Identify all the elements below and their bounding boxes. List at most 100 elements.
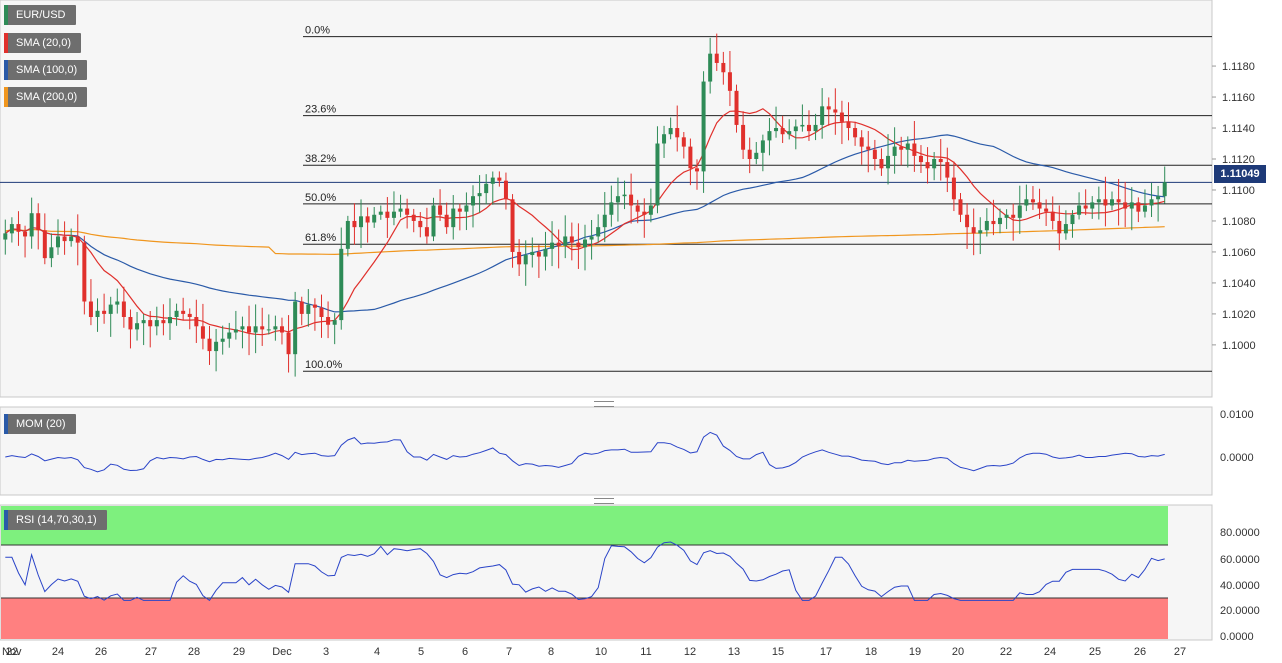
candle-body — [1123, 202, 1128, 209]
candle-body — [866, 146, 871, 150]
x-tick-label: 24 — [1044, 646, 1056, 658]
candle-body — [760, 140, 765, 153]
y-tick-label: 1.1080 — [1222, 216, 1256, 228]
candle-body — [108, 304, 113, 314]
legend-sma-100-label: SMA (100,0) — [16, 64, 78, 76]
candle-body — [503, 180, 508, 200]
x-tick-label: 18 — [865, 646, 877, 658]
candle-body — [662, 134, 667, 144]
candle-body — [1149, 199, 1154, 206]
rsi-tick: 0.0000 — [1220, 631, 1254, 643]
x-tick-label: 7 — [506, 646, 512, 658]
candle-body — [194, 317, 199, 327]
x-tick-label: 4 — [374, 646, 380, 658]
candle-body — [227, 332, 232, 339]
candle-body — [859, 137, 864, 147]
y-tick-label: 1.1020 — [1222, 309, 1256, 321]
candle-body — [951, 177, 956, 200]
fib-label: 38.2% — [305, 153, 336, 165]
candle-body — [1004, 214, 1009, 218]
candle-body — [9, 224, 14, 234]
momentum-pane[interactable] — [0, 406, 1213, 496]
candle-body — [174, 310, 179, 317]
candle-body — [121, 301, 126, 317]
candle-body — [576, 242, 581, 248]
candle-body — [701, 81, 706, 172]
y-tick-label: 1.1060 — [1222, 247, 1256, 259]
fib-label: 61.8% — [305, 232, 336, 244]
candle-body — [451, 208, 456, 228]
candle-body — [214, 341, 219, 352]
candle-body — [88, 301, 93, 317]
candle-body — [359, 216, 364, 228]
candle-body — [727, 72, 732, 91]
legend-sma-200[interactable]: SMA (200,0) — [4, 87, 88, 107]
legend-momentum[interactable]: MOM (20) — [4, 414, 76, 434]
x-tick-label: 8 — [548, 646, 554, 658]
candle-body — [378, 211, 383, 215]
candle-body — [352, 220, 357, 228]
candle-body — [1116, 199, 1121, 203]
candle-body — [734, 90, 739, 125]
candle-body — [279, 326, 284, 333]
candle-body — [681, 137, 686, 147]
x-tick-label: 12 — [684, 646, 696, 658]
mom-tick: 0.0100 — [1220, 409, 1254, 421]
candle-body — [918, 155, 923, 163]
candle-body — [477, 193, 482, 197]
rsi-tick: 60.0000 — [1220, 554, 1260, 566]
candle-body — [675, 128, 680, 138]
candle-body — [741, 124, 746, 150]
candle-body — [1044, 208, 1049, 212]
x-tick-label: 27 — [145, 646, 157, 658]
x-tick-label: 22 — [1000, 646, 1012, 658]
legend-symbol[interactable]: EUR/USD — [4, 5, 76, 25]
legend-rsi[interactable]: RSI (14,70,30,1) — [4, 510, 107, 530]
candle-body — [200, 326, 205, 339]
candle-body — [273, 326, 278, 330]
candle-body — [833, 109, 838, 113]
candle-body — [464, 205, 469, 212]
x-tick-label: 6 — [462, 646, 468, 658]
candle-body — [1096, 199, 1101, 203]
pane-resize-handle[interactable] — [594, 401, 614, 407]
legend-sma-20[interactable]: SMA (20,0) — [4, 33, 82, 53]
candle-body — [615, 196, 620, 203]
candle-body — [490, 177, 495, 184]
candle-body — [708, 53, 713, 82]
candle-body — [1057, 220, 1062, 234]
candle-body — [642, 211, 647, 215]
candle-body — [958, 199, 963, 215]
pane-resize-handle[interactable] — [594, 498, 614, 504]
candle-body — [536, 251, 541, 257]
x-tick-label: 10 — [595, 646, 607, 658]
candle-body — [69, 236, 74, 242]
y-tick-label: 1.1180 — [1222, 61, 1255, 73]
candle-body — [266, 329, 271, 331]
price-pane[interactable] — [0, 0, 1213, 398]
candle-body — [530, 251, 535, 256]
candle-body — [299, 301, 304, 314]
candle-body — [161, 320, 166, 324]
legend-sma-100[interactable]: SMA (100,0) — [4, 60, 88, 80]
candle-body — [925, 162, 930, 169]
candle-body — [879, 159, 884, 169]
candle-body — [1156, 196, 1161, 200]
candle-body — [774, 128, 779, 132]
candle-body — [648, 205, 653, 215]
rsi-line — [5, 541, 1165, 602]
candle-body — [36, 213, 41, 231]
candle-body — [1083, 205, 1088, 209]
x-tick-label: 27 — [1174, 646, 1186, 658]
legend-sma-200-label: SMA (200,0) — [16, 91, 78, 103]
candle-body — [95, 310, 100, 317]
x-tick-label: 3 — [323, 646, 329, 658]
candle-body — [240, 326, 245, 330]
y-tick-label: 1.1160 — [1222, 92, 1255, 104]
candle-body — [260, 326, 265, 330]
candle-body — [135, 323, 140, 330]
x-tick-label: 22 — [6, 646, 18, 658]
candle-body — [1037, 202, 1042, 209]
candle-body — [233, 329, 238, 333]
candle-body — [747, 149, 752, 159]
